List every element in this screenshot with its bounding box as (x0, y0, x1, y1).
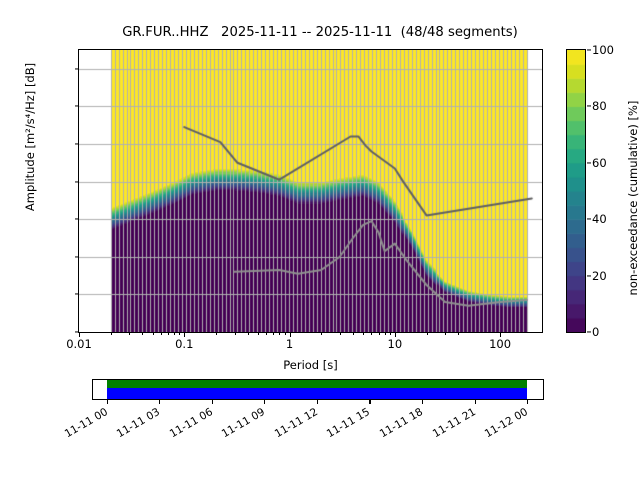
x-tick-minor (160, 333, 162, 335)
timeline-tick-mark (264, 400, 266, 404)
x-tick-minor (234, 333, 236, 335)
y-tick-mark (74, 293, 78, 295)
x-tick-minor (384, 333, 386, 335)
timeline-tick-mark (474, 400, 476, 404)
x-tick-label: 0.01 (66, 337, 92, 351)
y-tick-mark (74, 68, 78, 70)
timeline-tick-mark (211, 400, 213, 404)
x-tick-minor (142, 333, 144, 335)
x-tick-label: 10 (387, 337, 403, 351)
colorbar-label: non-exceedance (cumulative) [%] (626, 100, 640, 296)
x-tick-mark (184, 333, 186, 337)
colorbar-gradient (567, 50, 585, 332)
x-tick-minor (247, 333, 249, 335)
coverage-bar-top (106, 380, 528, 388)
x-tick-minor (458, 333, 460, 335)
x-tick-minor (378, 333, 380, 335)
timeline-tick-mark (159, 400, 161, 404)
timeline-tick-label: 11-11 18 (377, 406, 426, 441)
timeline-tick-mark (316, 400, 318, 404)
psd-histogram (79, 50, 542, 332)
colorbar-tick-label: 80 (592, 99, 607, 114)
timeline-tick-label: 11-12 00 (482, 406, 531, 441)
coverage-bar-bottom (106, 387, 528, 399)
x-tick-minor (426, 333, 428, 335)
coverage-timeline[interactable] (92, 379, 544, 400)
x-tick-minor (257, 333, 259, 335)
x-tick-minor (390, 333, 391, 335)
plot-title: GR.FUR..HHZ 2025-11-11 -- 2025-11-11 (48… (122, 25, 518, 40)
x-tick-mark (79, 333, 81, 337)
y-tick-mark (74, 143, 78, 145)
timeline-tick-label: 11-11 09 (220, 406, 268, 441)
timeline-tick-label: 11-11 03 (114, 406, 163, 441)
y-tick-mark (74, 105, 78, 107)
x-tick-minor (371, 333, 373, 335)
timeline-tick-label: 11-11 21 (430, 406, 478, 441)
timeline-tick-label: 11-11 00 (62, 406, 110, 441)
timeline-tick-label: 11-11 15 (325, 406, 373, 441)
colorbar (566, 49, 586, 333)
x-tick-minor (339, 333, 341, 335)
timeline-tick-mark (106, 400, 108, 404)
x-tick-minor (363, 333, 365, 335)
colorbar-tick-mark (587, 218, 591, 220)
colorbar-tick-label: 60 (592, 155, 607, 170)
colorbar-tick-label: 0 (592, 325, 600, 339)
x-tick-minor (167, 333, 169, 335)
colorbar-tick-mark (587, 331, 591, 333)
x-tick-label: 100 (489, 337, 512, 351)
y-tick-mark (74, 256, 78, 258)
x-tick-minor (273, 333, 275, 335)
colorbar-tick-mark (587, 275, 591, 277)
x-tick-minor (445, 333, 447, 335)
timeline-tick-mark (369, 400, 371, 404)
timeline-tick-mark (527, 400, 529, 404)
y-axis-label: Amplitude [m²/s⁴/Hz] [dB] (23, 62, 37, 212)
colorbar-tick-mark (587, 162, 591, 164)
x-tick-minor (279, 333, 281, 335)
x-tick-minor (284, 333, 286, 335)
x-tick-minor (352, 333, 354, 335)
x-tick-minor (174, 333, 176, 335)
colorbar-tick-label: 20 (592, 268, 607, 283)
psd-axes[interactable] (78, 49, 543, 333)
x-tick-label: 0.1 (175, 337, 194, 351)
y-tick-mark (74, 218, 78, 220)
x-tick-mark (289, 333, 291, 337)
x-tick-minor (215, 333, 217, 335)
x-tick-minor (179, 333, 181, 335)
x-axis-label: Period [s] (283, 358, 338, 372)
timeline-tick-label: 11-11 12 (272, 406, 320, 441)
colorbar-tick-mark (587, 105, 591, 107)
y-tick-mark (74, 181, 78, 183)
colorbar-tick-label: 100 (592, 43, 614, 57)
x-tick-mark (394, 333, 396, 337)
y-tick-mark (74, 331, 78, 333)
colorbar-tick-mark (587, 49, 591, 51)
x-tick-minor (110, 333, 112, 335)
timeline-tick-label: 11-11 06 (167, 406, 215, 441)
x-tick-minor (266, 333, 268, 335)
colorbar-tick-label: 40 (592, 212, 607, 227)
x-tick-minor (152, 333, 154, 335)
timeline-tick-mark (422, 400, 424, 404)
x-tick-label: 1 (285, 337, 294, 351)
x-tick-minor (321, 333, 323, 335)
x-tick-minor (129, 333, 131, 335)
x-tick-mark (500, 333, 502, 337)
